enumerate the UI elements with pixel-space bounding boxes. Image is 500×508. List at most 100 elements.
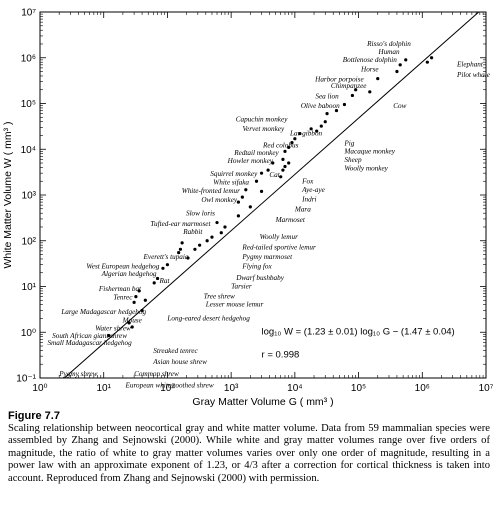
species-label: Capuchin monkey xyxy=(236,116,289,124)
data-point xyxy=(350,93,354,98)
species-label: Tree shrew xyxy=(204,292,235,300)
species-label: Small Madagascar hedgehog xyxy=(47,339,132,347)
y-tick-label: 10¹ xyxy=(22,282,37,293)
data-point xyxy=(281,157,285,161)
data-point xyxy=(254,179,259,183)
data-point xyxy=(236,200,241,204)
species-label: Human xyxy=(377,48,400,56)
data-point xyxy=(107,333,111,338)
data-point xyxy=(143,298,147,302)
species-label: Cow xyxy=(393,102,406,110)
data-point xyxy=(290,140,294,145)
x-tick-label: 10⁷ xyxy=(479,383,494,394)
data-point xyxy=(395,69,399,74)
fit-equation: log₁₀ W = (1.23 ± 0.01) log₁₀ G − (1.47 … xyxy=(262,326,455,337)
species-label: Aye-aye xyxy=(301,186,326,194)
species-label: Sea lion xyxy=(315,92,339,100)
data-point xyxy=(342,102,347,107)
data-point xyxy=(287,161,291,165)
species-label: Sheep xyxy=(344,156,362,164)
species-label: Olive baboon xyxy=(301,102,340,110)
data-point xyxy=(368,90,372,94)
species-label: Algerian hedgehog xyxy=(101,270,157,278)
species-label: White-fronted lemur xyxy=(182,187,240,195)
data-point xyxy=(223,225,227,229)
figure-caption: Figure 7.7 Scaling relationship between … xyxy=(8,410,490,485)
scatter-chart: 10⁰ 10¹ 10² 10³ 10⁴ 10⁵ 10⁶ 10⁷10⁻¹10⁰10¹10²10³… xyxy=(2,8,494,409)
plot-area: 10⁰ 10¹ 10² 10³ 10⁴ 10⁵ 10⁶ 10⁷10⁻¹10⁰10¹10²10³… xyxy=(2,8,494,409)
data-point xyxy=(283,149,287,153)
x-tick-label: 10⁵ xyxy=(351,383,366,394)
caption-title: Figure 7.7 xyxy=(8,410,60,422)
species-label: Dwarf bushbaby xyxy=(235,274,285,282)
data-point xyxy=(298,131,302,136)
species-label: Woolly monkey xyxy=(344,165,388,173)
data-point xyxy=(259,171,264,175)
x-tick-label: 10¹ xyxy=(96,383,111,394)
species-label: Fox xyxy=(301,177,314,185)
species-label: Flying fox xyxy=(241,262,272,270)
species-label: South African giant shrew xyxy=(52,332,127,340)
species-label: Cat xyxy=(269,171,280,179)
data-point xyxy=(271,161,275,165)
data-point xyxy=(177,251,181,255)
data-point xyxy=(155,276,160,281)
data-point xyxy=(279,175,283,179)
species-label: Macaque monkey xyxy=(343,148,395,156)
species-label: Long-eared desert hedgehog xyxy=(166,315,250,323)
y-tick-label: 10⁴ xyxy=(21,145,36,156)
species-label: Chimpanzee xyxy=(331,82,367,90)
data-point xyxy=(248,205,252,209)
species-label: Red-tailed sportive lemur xyxy=(241,243,316,251)
y-tick-label: 10² xyxy=(22,236,37,247)
species-label: Vervet monkey xyxy=(242,125,285,133)
y-tick-label: 10³ xyxy=(22,191,37,202)
species-label: Risso's dolphin xyxy=(366,40,411,48)
species-label: Large Madagascar hedgehog xyxy=(60,308,146,316)
species-label: Mara xyxy=(294,205,311,213)
data-point xyxy=(161,266,165,270)
species-label: Pygmy shrew xyxy=(58,370,97,378)
species-label: Howler monkey xyxy=(227,157,274,165)
species-label: Horse xyxy=(360,66,379,74)
data-point xyxy=(293,137,297,141)
species-label: Indri xyxy=(301,195,316,203)
data-point xyxy=(130,325,134,329)
species-label: Common shrew xyxy=(134,370,179,378)
species-label: Lesser mouse lemur xyxy=(205,300,264,308)
species-label: West European hedgehog xyxy=(86,262,159,270)
data-point xyxy=(283,164,287,169)
data-point xyxy=(134,295,138,299)
data-point xyxy=(309,127,313,131)
data-point xyxy=(259,189,264,193)
species-label: Asian house shrew xyxy=(152,358,207,366)
species-label: Mouse xyxy=(122,316,143,324)
species-label: Bottlenose dolphin xyxy=(343,56,398,64)
data-point xyxy=(152,281,156,285)
species-label: European white-toothed shrew xyxy=(125,381,214,389)
data-point xyxy=(198,243,202,247)
data-point xyxy=(244,188,248,192)
species-label: Water shrew xyxy=(95,324,131,332)
data-point xyxy=(132,300,136,304)
data-point xyxy=(140,308,144,313)
data-point xyxy=(193,247,197,251)
data-point xyxy=(323,120,327,124)
plot-frame xyxy=(39,11,487,379)
y-tick-label: 10⁷ xyxy=(21,8,36,19)
data-point xyxy=(404,58,408,62)
data-point xyxy=(186,256,190,260)
species-label: Owl monkey xyxy=(201,196,238,204)
species-label: Redtail monkey xyxy=(233,149,279,157)
data-point xyxy=(180,241,184,245)
species-label: Pygmy marmoset xyxy=(241,253,293,261)
x-axis-title: Gray Matter Volume G ( mm³ ) xyxy=(192,396,333,408)
data-point xyxy=(425,60,429,64)
data-point xyxy=(319,124,323,128)
species-label: Tenrec xyxy=(113,293,133,301)
species-label: Marmoset xyxy=(275,216,306,224)
species-label: Rat xyxy=(159,277,171,285)
x-tick-label: 10⁴ xyxy=(287,383,302,394)
species-label: Harbor porpoise xyxy=(314,76,364,84)
species-label: Elephant xyxy=(456,60,484,68)
